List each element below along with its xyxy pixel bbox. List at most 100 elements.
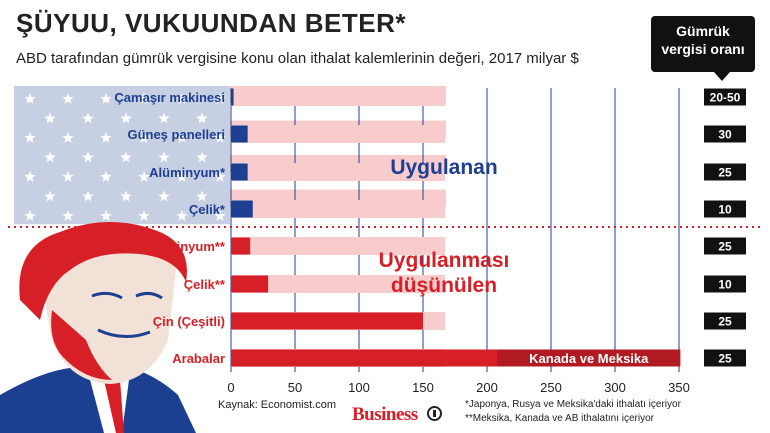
- portrait-hair: [19, 222, 187, 320]
- tariff-value: 25: [718, 352, 732, 366]
- star-icon: [82, 190, 94, 202]
- star-icon: [82, 151, 94, 163]
- chart-title: ŞÜYUU, VUKUUNDAN BETER*: [16, 8, 406, 38]
- bar-track: [231, 200, 445, 218]
- star-icon: [138, 210, 150, 221]
- footnote-1: *Japonya, Rusya ve Meksika'daki ithalatı…: [465, 399, 681, 410]
- star-icon: [138, 93, 150, 104]
- x-tick-label: 50: [288, 380, 302, 395]
- x-tick-label: 100: [348, 380, 370, 395]
- category-label: Çelik**: [184, 277, 226, 292]
- tariff-box: [704, 349, 746, 367]
- star-icon: [214, 171, 226, 182]
- tariff-box: [704, 163, 746, 181]
- category-label: Çelik*: [189, 202, 226, 217]
- category-label: Çin (Çeşitli): [153, 314, 225, 329]
- star-icon: [24, 132, 36, 143]
- group-label-considered-line-2: düşünülen: [391, 274, 497, 297]
- tariff-box: [704, 200, 746, 218]
- tariff-value: 25: [718, 166, 732, 180]
- tariff-value: 10: [718, 203, 732, 217]
- brand-logo: Business: [352, 404, 418, 425]
- portrait-illustration: [0, 222, 196, 433]
- tariff-header-line-1: Gümrük: [676, 23, 730, 39]
- group-label-applied: Uygulanan: [390, 156, 497, 179]
- tariff-value: 20-50: [710, 91, 741, 105]
- bar-highlight: [497, 349, 681, 367]
- star-icon: [62, 210, 74, 221]
- tariff-header-pointer: [714, 72, 730, 81]
- category-label: Alüminyum**: [144, 239, 226, 254]
- portrait-brows: [91, 291, 163, 300]
- x-tick-label: 300: [604, 380, 626, 395]
- bar: [231, 125, 248, 143]
- star-icon: [158, 190, 170, 202]
- brand-mark-icon: [427, 406, 442, 421]
- star-icon: [176, 171, 188, 182]
- portrait-mouth: [97, 328, 151, 338]
- x-tick-label: 0: [227, 380, 234, 395]
- tariff-value: 25: [718, 240, 732, 254]
- tariff-box: [704, 312, 746, 330]
- star-icon: [138, 171, 150, 182]
- star-icon: [82, 112, 94, 124]
- star-icon: [120, 151, 132, 163]
- star-icon: [196, 190, 208, 202]
- star-icon: [44, 151, 56, 163]
- bar-track: [231, 163, 445, 181]
- tariff-box: [704, 275, 746, 293]
- bar-highlight-label: Kanada ve Meksika: [529, 351, 649, 366]
- star-icon: [24, 210, 36, 221]
- chart-subtitle: ABD tarafından gümrük vergisine konu ola…: [16, 50, 579, 67]
- tariff-column-header: Gümrük vergisi oranı: [651, 16, 755, 72]
- x-tick-label: 350: [668, 380, 690, 395]
- star-icon: [176, 93, 188, 104]
- portrait-tie: [104, 380, 124, 433]
- tariff-box: [704, 237, 746, 255]
- star-icon: [120, 112, 132, 124]
- tariff-value: 25: [718, 315, 732, 329]
- star-icon: [138, 132, 150, 143]
- star-icon: [176, 210, 188, 221]
- star-icon: [214, 93, 226, 104]
- star-icon: [120, 190, 132, 202]
- category-label: Çamaşır makinesi: [114, 90, 225, 105]
- x-tick-label: 150: [412, 380, 434, 395]
- star-icon: [158, 151, 170, 163]
- star-icon: [100, 132, 112, 143]
- star-icon: [196, 151, 208, 163]
- bar-track: [231, 125, 445, 143]
- bar-track: [231, 275, 445, 293]
- category-label: Alüminyum*: [149, 165, 226, 180]
- tariff-box: [704, 125, 746, 143]
- star-icon: [176, 132, 188, 143]
- bar: [231, 200, 253, 218]
- bar: [231, 88, 234, 106]
- star-icon: [214, 132, 226, 143]
- star-icon: [100, 171, 112, 182]
- group-label-considered-line-1: Uygulanması: [379, 249, 510, 272]
- x-tick-label: 200: [476, 380, 498, 395]
- star-icon: [196, 112, 208, 124]
- star-icon: [62, 93, 74, 104]
- bar: [231, 237, 251, 255]
- star-icon: [62, 171, 74, 182]
- category-label: Güneş panelleri: [127, 127, 225, 142]
- tariff-value: 10: [718, 278, 732, 292]
- star-icon: [100, 93, 112, 104]
- bar: [231, 275, 269, 293]
- bar: [231, 312, 423, 330]
- footnote-2: **Meksika, Kanada ve AB ithalatını içeri…: [465, 413, 654, 424]
- tariff-box: [704, 88, 746, 106]
- star-icon: [24, 93, 36, 104]
- tariff-value: 30: [718, 128, 732, 142]
- star-icon: [44, 190, 56, 202]
- star-icon: [24, 171, 36, 182]
- star-icon: [100, 210, 112, 221]
- bar: [231, 163, 248, 181]
- flag-stars: [24, 93, 226, 221]
- bar-track: [231, 237, 445, 255]
- star-icon: [62, 132, 74, 143]
